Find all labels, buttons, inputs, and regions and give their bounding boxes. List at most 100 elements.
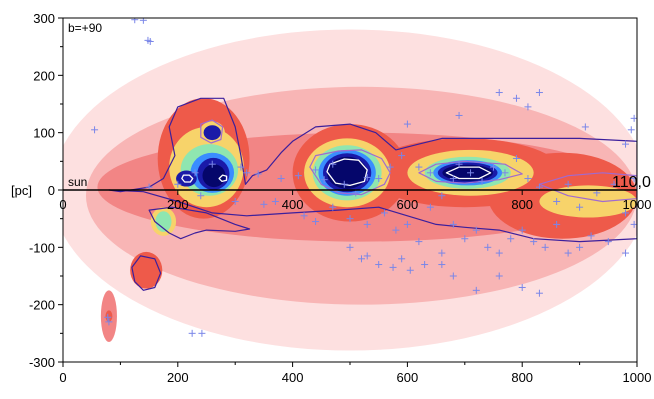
star-marker [630,114,637,122]
star-marker [406,266,414,274]
star-marker [604,238,612,246]
star-marker [553,197,561,205]
star-marker [518,283,526,291]
star-marker [208,160,216,168]
star-marker [392,226,400,234]
star-marker [403,220,411,228]
star-marker [329,160,337,168]
star-marker [553,220,561,228]
star-marker [312,218,320,226]
star-marker [243,169,251,177]
star-marker [312,166,320,174]
star-marker [524,175,532,183]
y-tick-label: 200 [33,68,55,83]
y-tick-label: -200 [29,298,55,313]
core-contour [181,174,194,183]
y-tick-label: 0 [48,183,55,198]
star-marker [300,212,308,220]
star-marker [438,249,446,257]
star-marker [455,111,463,119]
inner-tick-label: 200 [167,197,189,212]
star-marker [495,89,503,97]
galactic-plane-ticks: 0 200 400 600 800 1000 [59,190,651,212]
inner-tick-label: 600 [397,197,419,212]
star-marker [146,38,154,46]
star-marker [541,243,549,251]
y-axis-label: [pc] [11,183,32,198]
star-marker [535,289,543,297]
star-marker [105,318,113,326]
star-marker [438,261,446,269]
star-marker [524,103,532,111]
core-contour [218,174,228,183]
star-marker [518,226,526,234]
x-tick-label: 400 [282,370,304,385]
star-marker [357,255,365,263]
star-marker [277,175,285,183]
density-blob [105,310,113,322]
star-marker [231,197,239,205]
star-marker [495,272,503,280]
star-marker [564,180,572,188]
direction-annotation: 110,0 [612,174,651,191]
star-marker [564,249,572,257]
star-marker [630,220,637,228]
sun-annotation: sun [68,175,87,189]
star-marker [131,18,139,24]
star-marker [421,261,429,269]
inner-contour [538,172,637,203]
star-marker [576,243,584,251]
star-marker [622,249,630,257]
star-marker [461,235,469,243]
star-marker [363,220,371,228]
inner-contour [200,119,224,144]
star-marker [403,120,411,128]
star-marker [340,180,348,188]
x-tick-label: 800 [511,370,533,385]
star-marker [490,163,497,171]
y-tick-label: -100 [29,240,55,255]
x-axis: 0 200 400 600 800 1000 [59,362,651,385]
star-marker [260,200,268,208]
inner-tick-label: 1000 [623,197,652,212]
star-marker [622,209,630,217]
density-blob [176,170,197,187]
x-tick-label: 1000 [623,370,652,385]
density-blob [130,251,163,289]
star-marker [320,176,328,184]
star-marker [581,123,589,131]
outer-contour [148,206,251,240]
star-marker [449,175,457,183]
star-marker [467,169,475,177]
star-marker [426,169,434,177]
star-marker [363,252,371,260]
density-blob [327,156,368,189]
star-marker [386,163,394,171]
star-marker [627,126,635,134]
star-markers [91,18,637,337]
star-marker [104,313,112,321]
star-marker [530,238,538,246]
star-marker [484,243,492,251]
inner-contour [418,160,523,184]
star-marker [426,203,434,211]
star-marker [449,272,457,280]
star-marker [174,180,182,188]
star-marker [398,255,406,263]
star-marker [346,215,354,223]
star-marker [375,175,383,183]
y-axis: -300 -200 -100 100 200 300 0 [29,11,63,370]
star-marker [478,177,486,185]
star-marker [198,329,206,337]
outer-contour [131,255,162,291]
star-marker [188,329,196,337]
star-marker [415,238,423,246]
density-blob [202,164,226,188]
star-marker [389,263,397,271]
core-contour [326,158,368,187]
star-marker [254,170,262,178]
inner-tick-label: 0 [59,197,66,212]
star-marker [501,169,509,177]
inner-tick-label: 400 [282,197,304,212]
